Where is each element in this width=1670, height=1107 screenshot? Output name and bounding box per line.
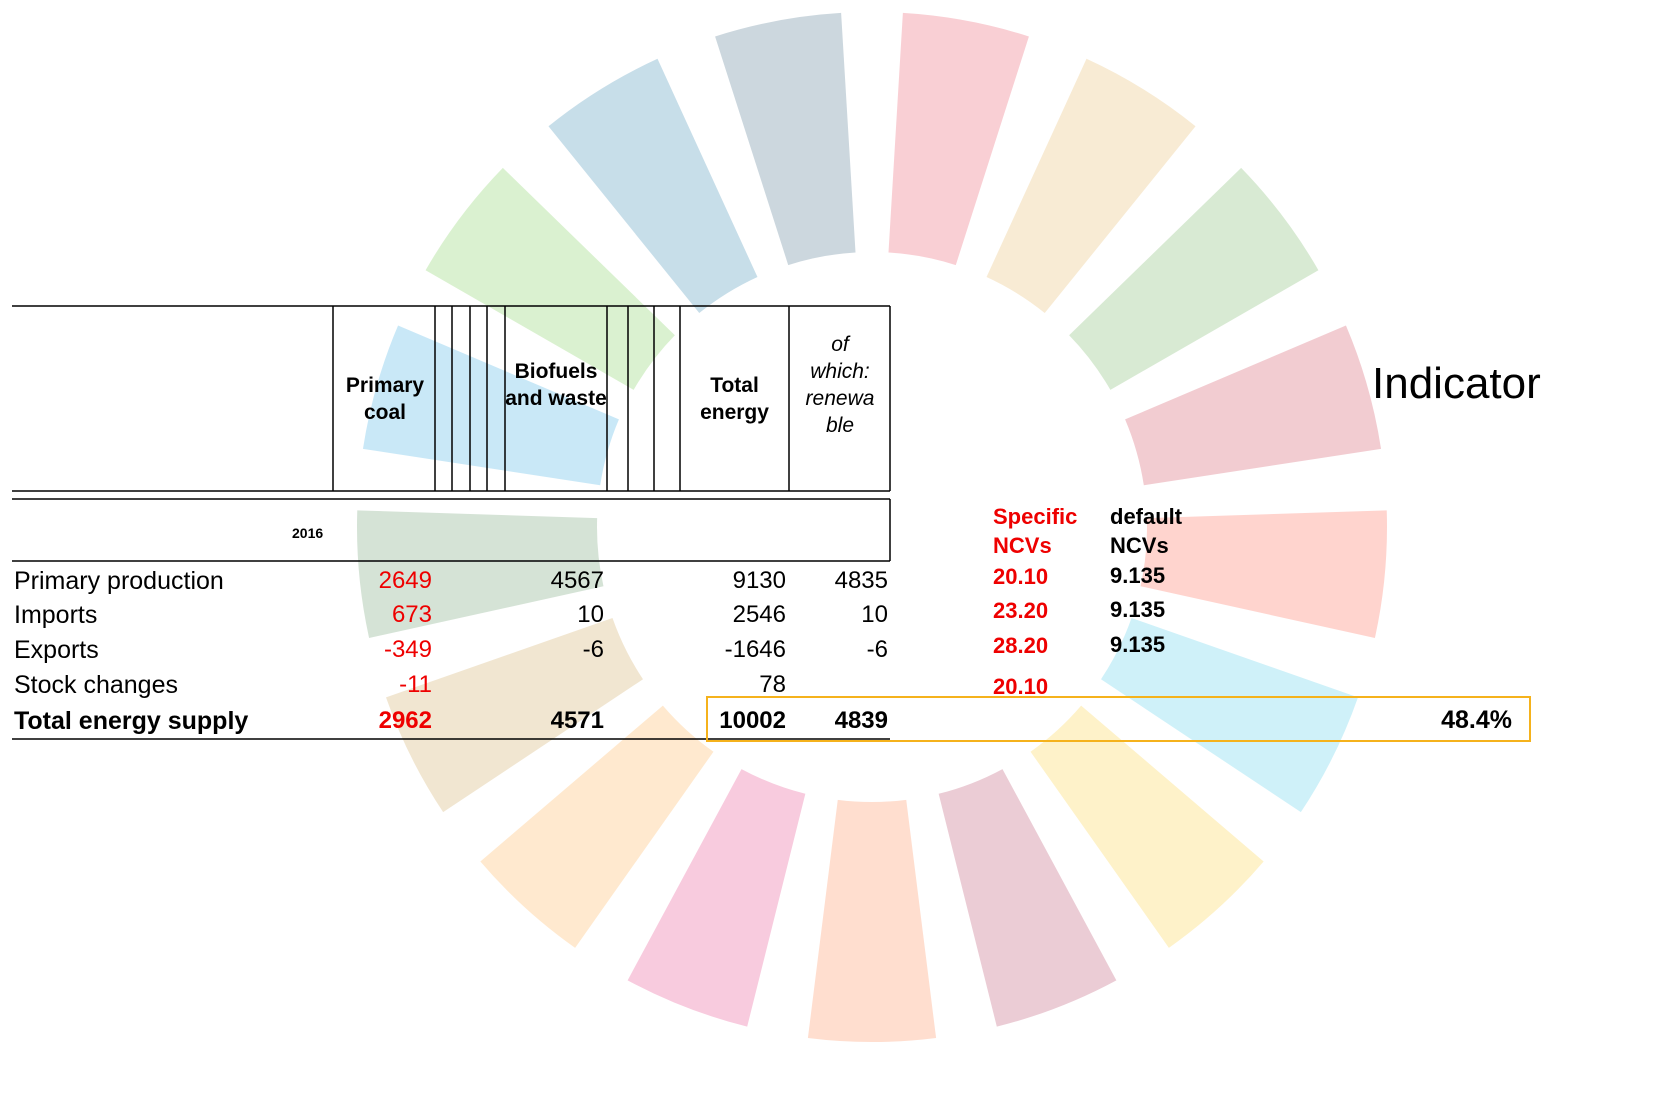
row-label: Stock changes — [14, 671, 178, 699]
row-label: Exports — [14, 636, 99, 664]
column-header: Total energy — [700, 374, 769, 424]
cell-value: 4835 — [834, 567, 888, 594]
wheel-segment — [938, 769, 1117, 1027]
wheel-segment — [1140, 510, 1387, 638]
wheel-segment — [888, 12, 1029, 266]
cell-value: 78 — [759, 671, 786, 698]
cell-value: 10 — [577, 601, 604, 628]
column-header: Primary coal — [345, 374, 425, 424]
wheel-segment — [357, 510, 604, 638]
wheel-segment — [1100, 617, 1358, 813]
column-header: of which: renewable — [805, 333, 875, 437]
wheel-segment — [1125, 325, 1382, 486]
cell-value: 2546 — [732, 601, 786, 628]
indicator-title: Indicator — [1372, 359, 1541, 408]
cell-value: 4567 — [550, 567, 604, 594]
ncv-value: 9.135 — [1110, 632, 1166, 657]
cell-value: -1646 — [724, 636, 786, 663]
wheel-segment — [425, 167, 675, 390]
cell-value: 10 — [861, 601, 888, 628]
ncv-value: 9.135 — [1110, 597, 1166, 622]
row-label: Total energy supply — [14, 707, 249, 735]
cell-value: 9130 — [732, 567, 786, 594]
cell-value: -11 — [399, 671, 432, 698]
wheel-segment — [715, 12, 856, 266]
indicator-result: 48.4% — [1441, 706, 1512, 734]
wheel-segment — [627, 769, 806, 1027]
ncv-header: Specific NCVs — [993, 504, 1078, 558]
cell-value: 4839 — [834, 707, 888, 734]
ncv-value: 23.20 — [993, 598, 1049, 623]
cell-value: 2962 — [378, 707, 432, 734]
wheel-segment — [386, 617, 644, 813]
ncv-header: default NCVs — [1110, 504, 1183, 558]
cell-value: -6 — [582, 636, 604, 663]
ncv-value: 9.135 — [1110, 563, 1166, 588]
cell-value: 10002 — [719, 707, 786, 734]
wheel-segment — [480, 705, 714, 948]
cell-value: 2649 — [378, 567, 432, 594]
wheel-segment — [362, 325, 619, 486]
column-header: Biofuels and waste — [505, 360, 607, 410]
ncv-value: 20.10 — [993, 564, 1049, 589]
wheel-segment — [1069, 167, 1319, 390]
ncv-value: 28.20 — [993, 633, 1049, 658]
cell-value: -349 — [383, 636, 432, 663]
row-label: Imports — [14, 601, 98, 629]
ncv-value: 20.10 — [993, 674, 1049, 699]
year-label: 2016 — [292, 525, 324, 541]
cell-value: -6 — [866, 636, 888, 663]
wheel-segment — [807, 799, 937, 1042]
cell-value: 673 — [391, 601, 432, 628]
wheel-segment — [548, 58, 758, 314]
cell-value: 4571 — [550, 707, 604, 734]
wheel-segment — [1030, 705, 1264, 948]
wheel-segment — [986, 58, 1196, 314]
row-label: Primary production — [14, 567, 224, 595]
